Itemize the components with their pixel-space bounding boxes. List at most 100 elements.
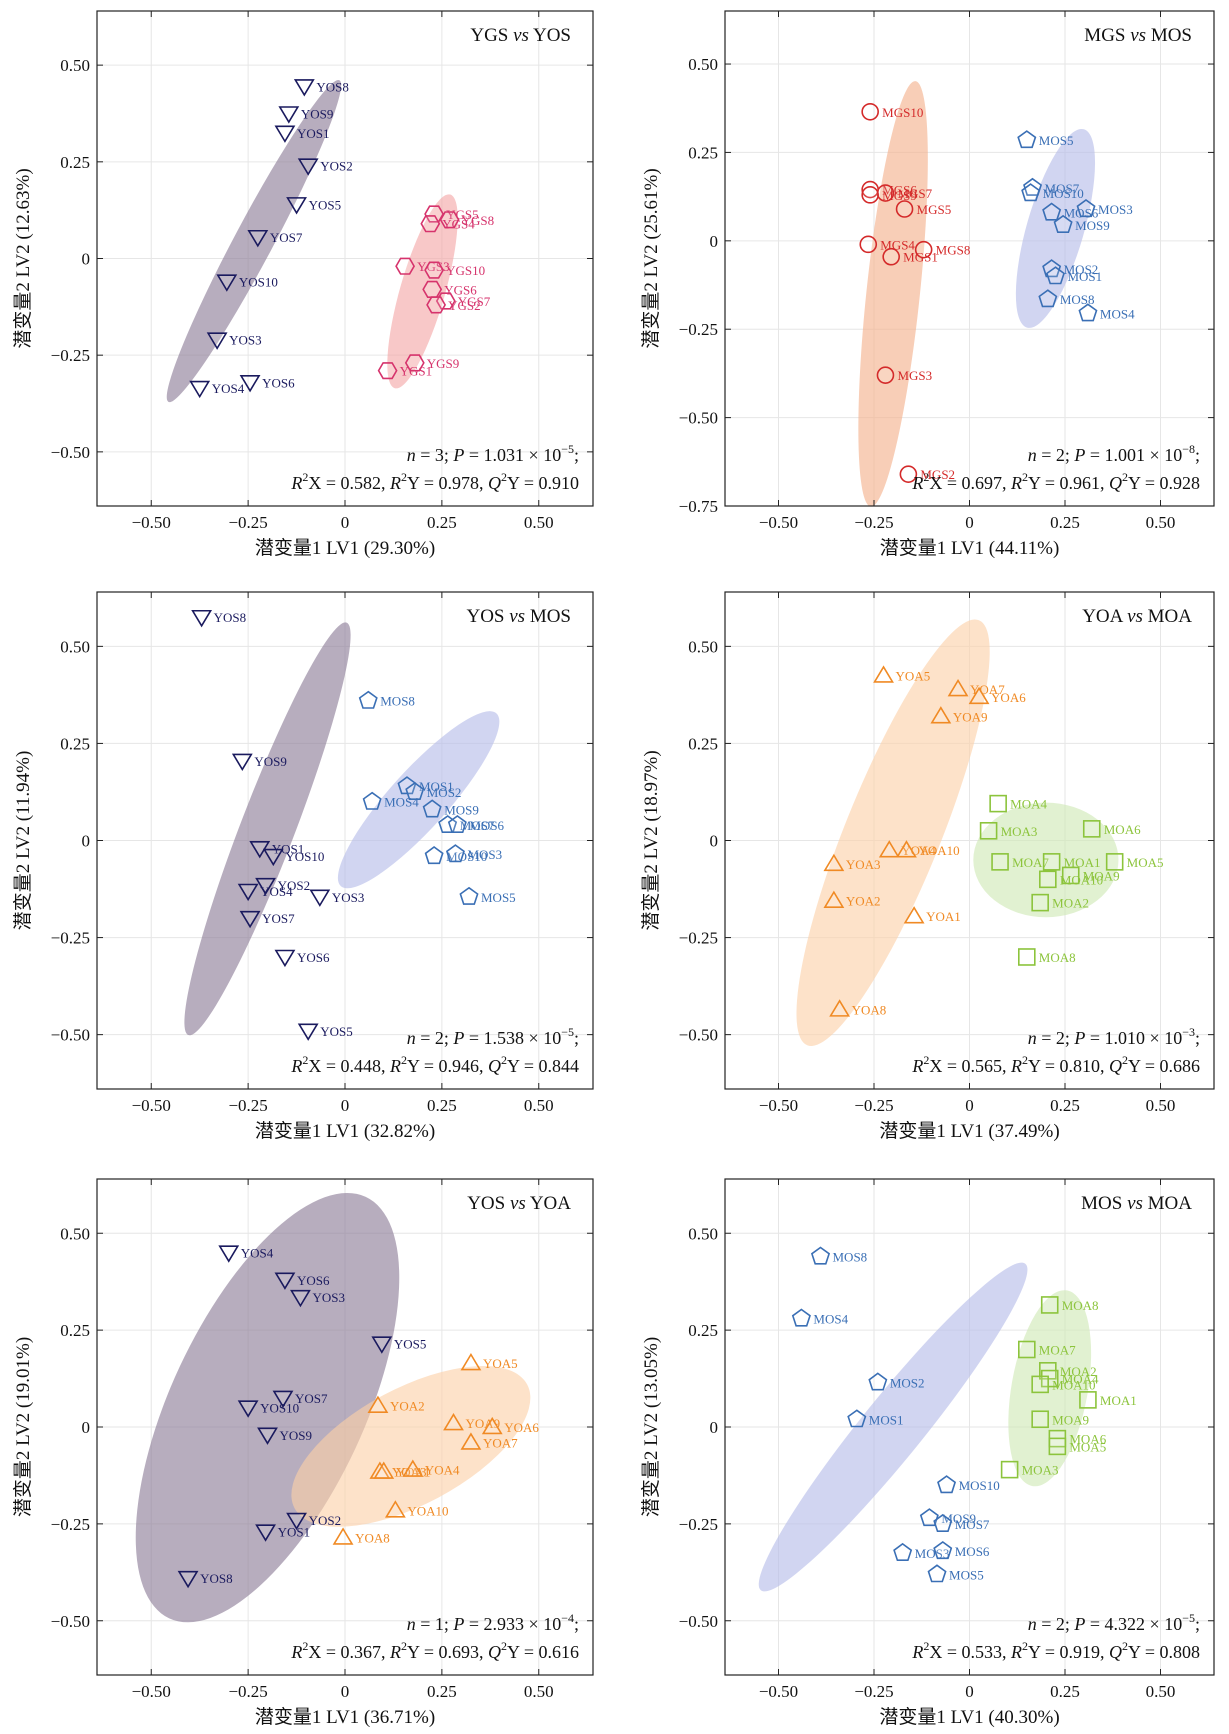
point-label: MOA6 <box>1104 822 1141 837</box>
confidence-ellipse <box>184 622 351 1036</box>
panel-title: MOS vs MOA <box>1081 1193 1192 1214</box>
x-axis-title: 潜变量1 LV1 (37.49%) <box>879 1120 1059 1142</box>
y-tick-label: 0.25 <box>60 734 90 753</box>
data-point <box>903 906 925 924</box>
data-point <box>481 1416 503 1435</box>
data-point <box>371 1336 393 1354</box>
data-point <box>405 782 425 800</box>
y-tick-label: −0.25 <box>51 929 90 948</box>
x-tick-label: 0 <box>341 1096 350 1115</box>
point-label: YOS3 <box>312 1290 345 1305</box>
data-point <box>460 1432 482 1450</box>
point-label: MOA9 <box>1083 868 1120 883</box>
y-tick-label: −0.50 <box>679 1612 718 1631</box>
point-label: MOS5 <box>481 890 516 905</box>
data-point <box>927 1564 947 1583</box>
point-label: MGS10 <box>882 105 923 120</box>
confidence-ellipse <box>758 1262 1028 1592</box>
x-tick-label: 0.50 <box>1146 1096 1176 1115</box>
point-label: YGS5 <box>446 207 479 222</box>
point-label: MGS9 <box>882 188 917 203</box>
point-label: MOS7 <box>1045 181 1080 196</box>
point-label: MOA9 <box>1052 1412 1089 1427</box>
x-tick-label: 0 <box>965 1682 974 1701</box>
point-label: MOS7 <box>955 1517 990 1532</box>
data-point <box>424 261 445 279</box>
point-label: MOA10 <box>1060 872 1103 887</box>
point-label: YOS8 <box>200 1571 233 1586</box>
point-label: YOA7 <box>483 1436 518 1451</box>
point-label: MOS3 <box>915 1546 950 1561</box>
data-point <box>899 465 918 483</box>
x-tick-label: −0.25 <box>228 1096 267 1115</box>
point-label: MOA7 <box>1012 855 1049 870</box>
point-label: YOS6 <box>297 950 330 965</box>
data-point <box>876 366 895 384</box>
y-axis-title: 潜变量2 LV2 (18.97%) <box>640 750 662 930</box>
data-point <box>439 211 460 229</box>
x-tick-label: 0 <box>965 513 974 532</box>
point-label: YGS9 <box>427 356 460 371</box>
point-label: MOA4 <box>1062 1372 1099 1387</box>
data-point <box>218 1245 240 1263</box>
data-point <box>395 257 416 275</box>
point-label: YOA6 <box>504 1420 539 1435</box>
x-tick-label: 0.25 <box>1050 1682 1080 1701</box>
data-point <box>332 1527 354 1545</box>
point-label: MOS2 <box>890 1375 925 1390</box>
x-tick-label: −0.25 <box>228 1682 267 1701</box>
y-tick-label: 0 <box>710 232 719 251</box>
score-plot-panel-1: YOS8 YOS9 YOS1 YOS2 YOS5 YOS7 YOS10 YOS3 YOS6 YOS… <box>12 10 594 559</box>
panel-title: MGS vs MOS <box>1084 25 1192 46</box>
data-point <box>878 840 900 858</box>
point-label: YOA10 <box>918 843 959 858</box>
data-point <box>257 1427 278 1445</box>
confidence-ellipse <box>796 619 990 1047</box>
data-point <box>1061 866 1080 885</box>
point-label: YGS4 <box>442 217 475 232</box>
point-label: MGS8 <box>936 243 971 258</box>
data-point <box>177 1570 199 1589</box>
y-tick-label: −0.25 <box>679 929 718 948</box>
x-tick-label: −0.50 <box>132 1682 171 1701</box>
data-point <box>895 200 914 218</box>
point-label: YGS1 <box>400 364 433 379</box>
panel-title: YOS vs YOA <box>467 1193 571 1214</box>
data-point <box>420 215 441 233</box>
data-point <box>861 102 879 121</box>
confidence-ellipse <box>387 194 458 389</box>
point-label: MGS5 <box>917 202 952 217</box>
data-point <box>1018 1340 1036 1359</box>
data-point <box>947 678 969 697</box>
data-point <box>1031 893 1049 912</box>
y-tick-label: −0.25 <box>51 1515 90 1534</box>
data-point <box>206 332 228 350</box>
point-label: MOS6 <box>469 818 504 833</box>
stats-line-2: R2X = 0.582, R2Y = 0.978, Q2Y = 0.910 <box>290 470 579 493</box>
x-tick-label: 0.50 <box>1146 513 1176 532</box>
data-point <box>290 1289 311 1308</box>
data-point <box>422 280 443 298</box>
data-point <box>1105 853 1124 871</box>
x-axis-title: 潜变量1 LV1 (36.71%) <box>255 1706 435 1728</box>
confidence-ellipse <box>858 81 928 507</box>
x-tick-label: 0 <box>341 513 350 532</box>
point-label: MOS8 <box>380 694 415 709</box>
x-axis-title: 潜变量1 LV1 (29.30%) <box>255 537 435 559</box>
stats-line-2: R2X = 0.533, R2Y = 0.919, Q2Y = 0.808 <box>911 1639 1200 1662</box>
data-point <box>979 821 998 840</box>
data-point <box>404 354 425 372</box>
data-point <box>272 1390 294 1409</box>
x-tick-label: 0.50 <box>1146 1682 1176 1701</box>
point-label: MOS1 <box>419 779 454 794</box>
y-tick-label: 0.50 <box>60 637 90 656</box>
data-point <box>896 840 917 858</box>
x-tick-label: −0.25 <box>854 1682 893 1701</box>
y-tick-label: 0 <box>710 1418 719 1437</box>
y-axis-title: 潜变量2 LV2 (11.94%) <box>12 751 34 931</box>
point-label: YOA2 <box>390 1399 425 1414</box>
x-tick-label: 0.25 <box>427 513 457 532</box>
y-tick-label: −0.50 <box>51 1026 90 1045</box>
